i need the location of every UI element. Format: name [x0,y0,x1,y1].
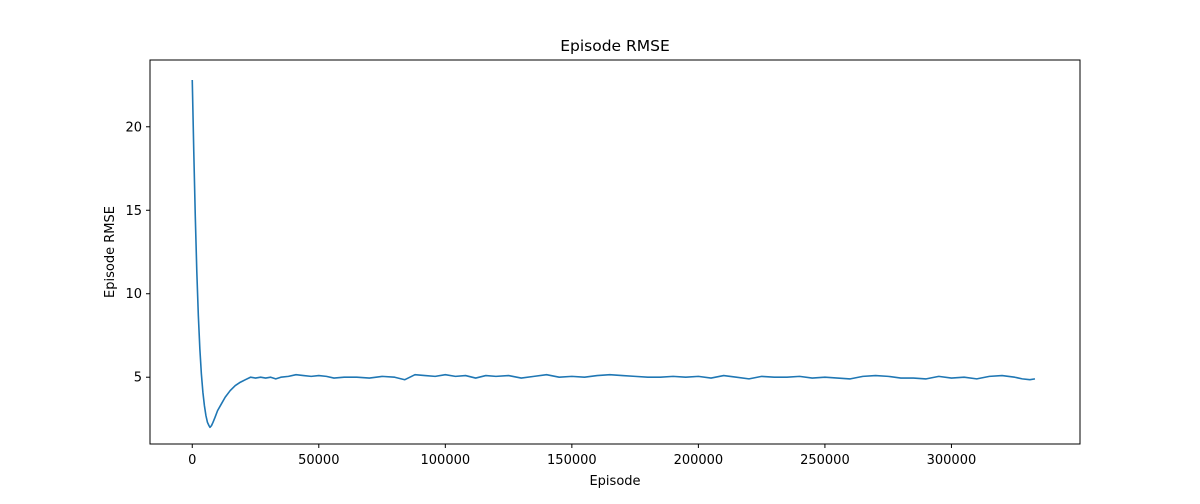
x-tick-label: 150000 [547,453,597,468]
x-tick-label: 200000 [674,453,724,468]
chart-title: Episode RMSE [560,37,670,55]
plot-area-frame [149,59,1081,445]
data-layer [191,80,1036,429]
x-tick-label: 50000 [298,453,339,468]
x-tick-label: 300000 [927,453,977,468]
y-tick-label: 10 [125,287,142,302]
y-axis-label: Episode RMSE [103,206,118,298]
y-tick-label: 5 [134,371,142,386]
axis-ticks: 0 50000 100000 150000 200000 250000 300000 5 10 1… [125,120,976,468]
series-line [191,80,1036,429]
y-tick-label: 15 [125,204,142,219]
x-tick-label: 250000 [800,453,850,468]
x-tick-label: 0 [188,453,196,468]
y-tick-label: 20 [125,120,142,135]
x-tick-label: 100000 [421,453,471,468]
x-axis-label: Episode [589,474,640,489]
